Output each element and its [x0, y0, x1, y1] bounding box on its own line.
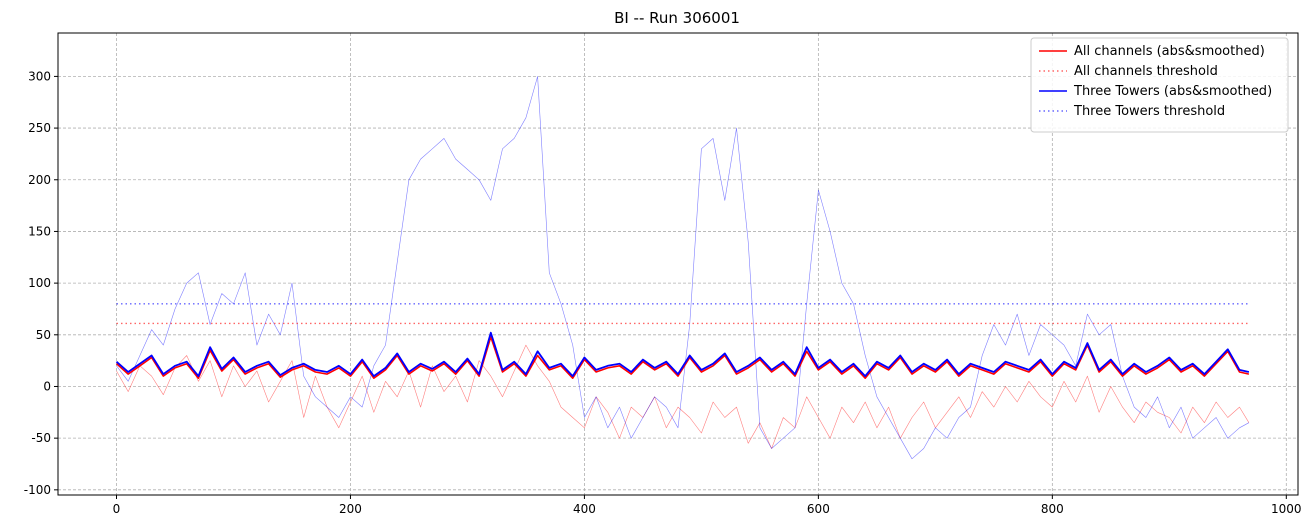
y-tick-label: 200	[28, 173, 51, 187]
y-tick-label: -100	[24, 483, 51, 497]
x-tick-label: 600	[807, 502, 830, 516]
legend-box	[1030, 37, 1289, 133]
x-tick-label: 0	[113, 502, 121, 516]
y-tick-label: -50	[31, 431, 51, 445]
plot-area	[115, 76, 1250, 460]
plot-frame	[57, 32, 1299, 496]
y-tick-label: 100	[28, 276, 51, 290]
y-tick-label: 0	[43, 379, 51, 393]
x-axis: 0 200 400 600 800 1000	[113, 495, 1302, 516]
series-line-0	[115, 336, 1250, 380]
legend: All channels (abs&smoothed) All channels …	[1030, 37, 1289, 133]
y-tick-label: 50	[36, 328, 51, 342]
y-tick-label: 250	[28, 121, 51, 135]
series-line-5	[116, 76, 1250, 460]
x-tick-label: 800	[1041, 502, 1064, 516]
series-line-2	[115, 331, 1250, 378]
series-line-4	[116, 344, 1250, 449]
x-tick-label: 200	[339, 502, 362, 516]
legend-label: Three Towers threshold	[1073, 104, 1225, 119]
x-tick-label: 400	[573, 502, 596, 516]
y-tick-label: 300	[28, 69, 51, 83]
legend-label: All channels threshold	[1074, 64, 1218, 79]
y-tick-label: 150	[28, 224, 51, 238]
y-axis: -100 -50 0 50 100 150 200 250 300	[24, 69, 58, 497]
grid-lines	[58, 33, 1298, 495]
legend-label: Three Towers (abs&smoothed)	[1073, 84, 1272, 99]
x-tick-label: 1000	[1271, 502, 1302, 516]
chart-title: BI -- Run 306001	[614, 9, 740, 27]
legend-label: All channels (abs&smoothed)	[1074, 44, 1265, 59]
